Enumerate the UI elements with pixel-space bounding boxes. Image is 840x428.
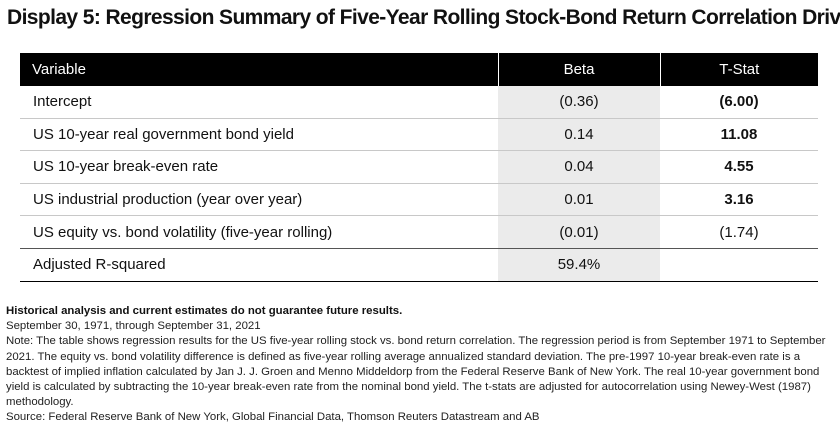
summary-variable: Adjusted R-squared bbox=[20, 248, 498, 282]
table-header-row: Variable Beta T-Stat bbox=[20, 53, 818, 86]
table-row: US industrial production (year over year… bbox=[20, 183, 818, 217]
methodology-note: Note: The table shows regression results… bbox=[6, 335, 826, 409]
display-title: Display 5: Regression Summary of Five-Ye… bbox=[7, 6, 840, 29]
row-beta: 0.04 bbox=[498, 150, 660, 184]
row-beta: (0.01) bbox=[498, 215, 660, 249]
row-beta: 0.14 bbox=[498, 118, 660, 152]
row-variable: US 10-year real government bond yield bbox=[20, 118, 498, 152]
summary-beta: 59.4% bbox=[498, 248, 660, 282]
summary-tstat bbox=[660, 248, 818, 282]
table-row: Intercept (0.36) (6.00) bbox=[20, 86, 818, 119]
table-row: US 10-year break-even rate 0.04 4.55 bbox=[20, 150, 818, 184]
disclaimer: Historical analysis and current estimate… bbox=[6, 305, 403, 317]
row-variable: US industrial production (year over year… bbox=[20, 183, 498, 217]
footnotes: Historical analysis and current estimate… bbox=[6, 304, 834, 426]
summary-row: Adjusted R-squared 59.4% bbox=[20, 248, 818, 282]
row-tstat: (1.74) bbox=[660, 215, 818, 249]
row-tstat: 11.08 bbox=[660, 118, 818, 152]
row-beta: 0.01 bbox=[498, 183, 660, 217]
table-row: US equity vs. bond volatility (five-year… bbox=[20, 215, 818, 249]
row-variable: US 10-year break-even rate bbox=[20, 150, 498, 184]
header-variable: Variable bbox=[20, 53, 498, 86]
regression-table: Variable Beta T-Stat Intercept (0.36) (6… bbox=[20, 53, 818, 282]
row-tstat: 4.55 bbox=[660, 150, 818, 184]
row-variable: US equity vs. bond volatility (five-year… bbox=[20, 215, 498, 249]
header-tstat: T-Stat bbox=[660, 53, 818, 86]
source-note: Source: Federal Reserve Bank of New York… bbox=[6, 411, 540, 424]
header-beta: Beta bbox=[497, 53, 661, 86]
row-tstat: (6.00) bbox=[660, 86, 818, 119]
row-tstat: 3.16 bbox=[660, 183, 818, 217]
row-beta: (0.36) bbox=[498, 86, 660, 119]
table-row: US 10-year real government bond yield 0.… bbox=[20, 118, 818, 152]
period-note: September 30, 1971, through September 31… bbox=[6, 320, 261, 333]
row-variable: Intercept bbox=[20, 86, 498, 119]
